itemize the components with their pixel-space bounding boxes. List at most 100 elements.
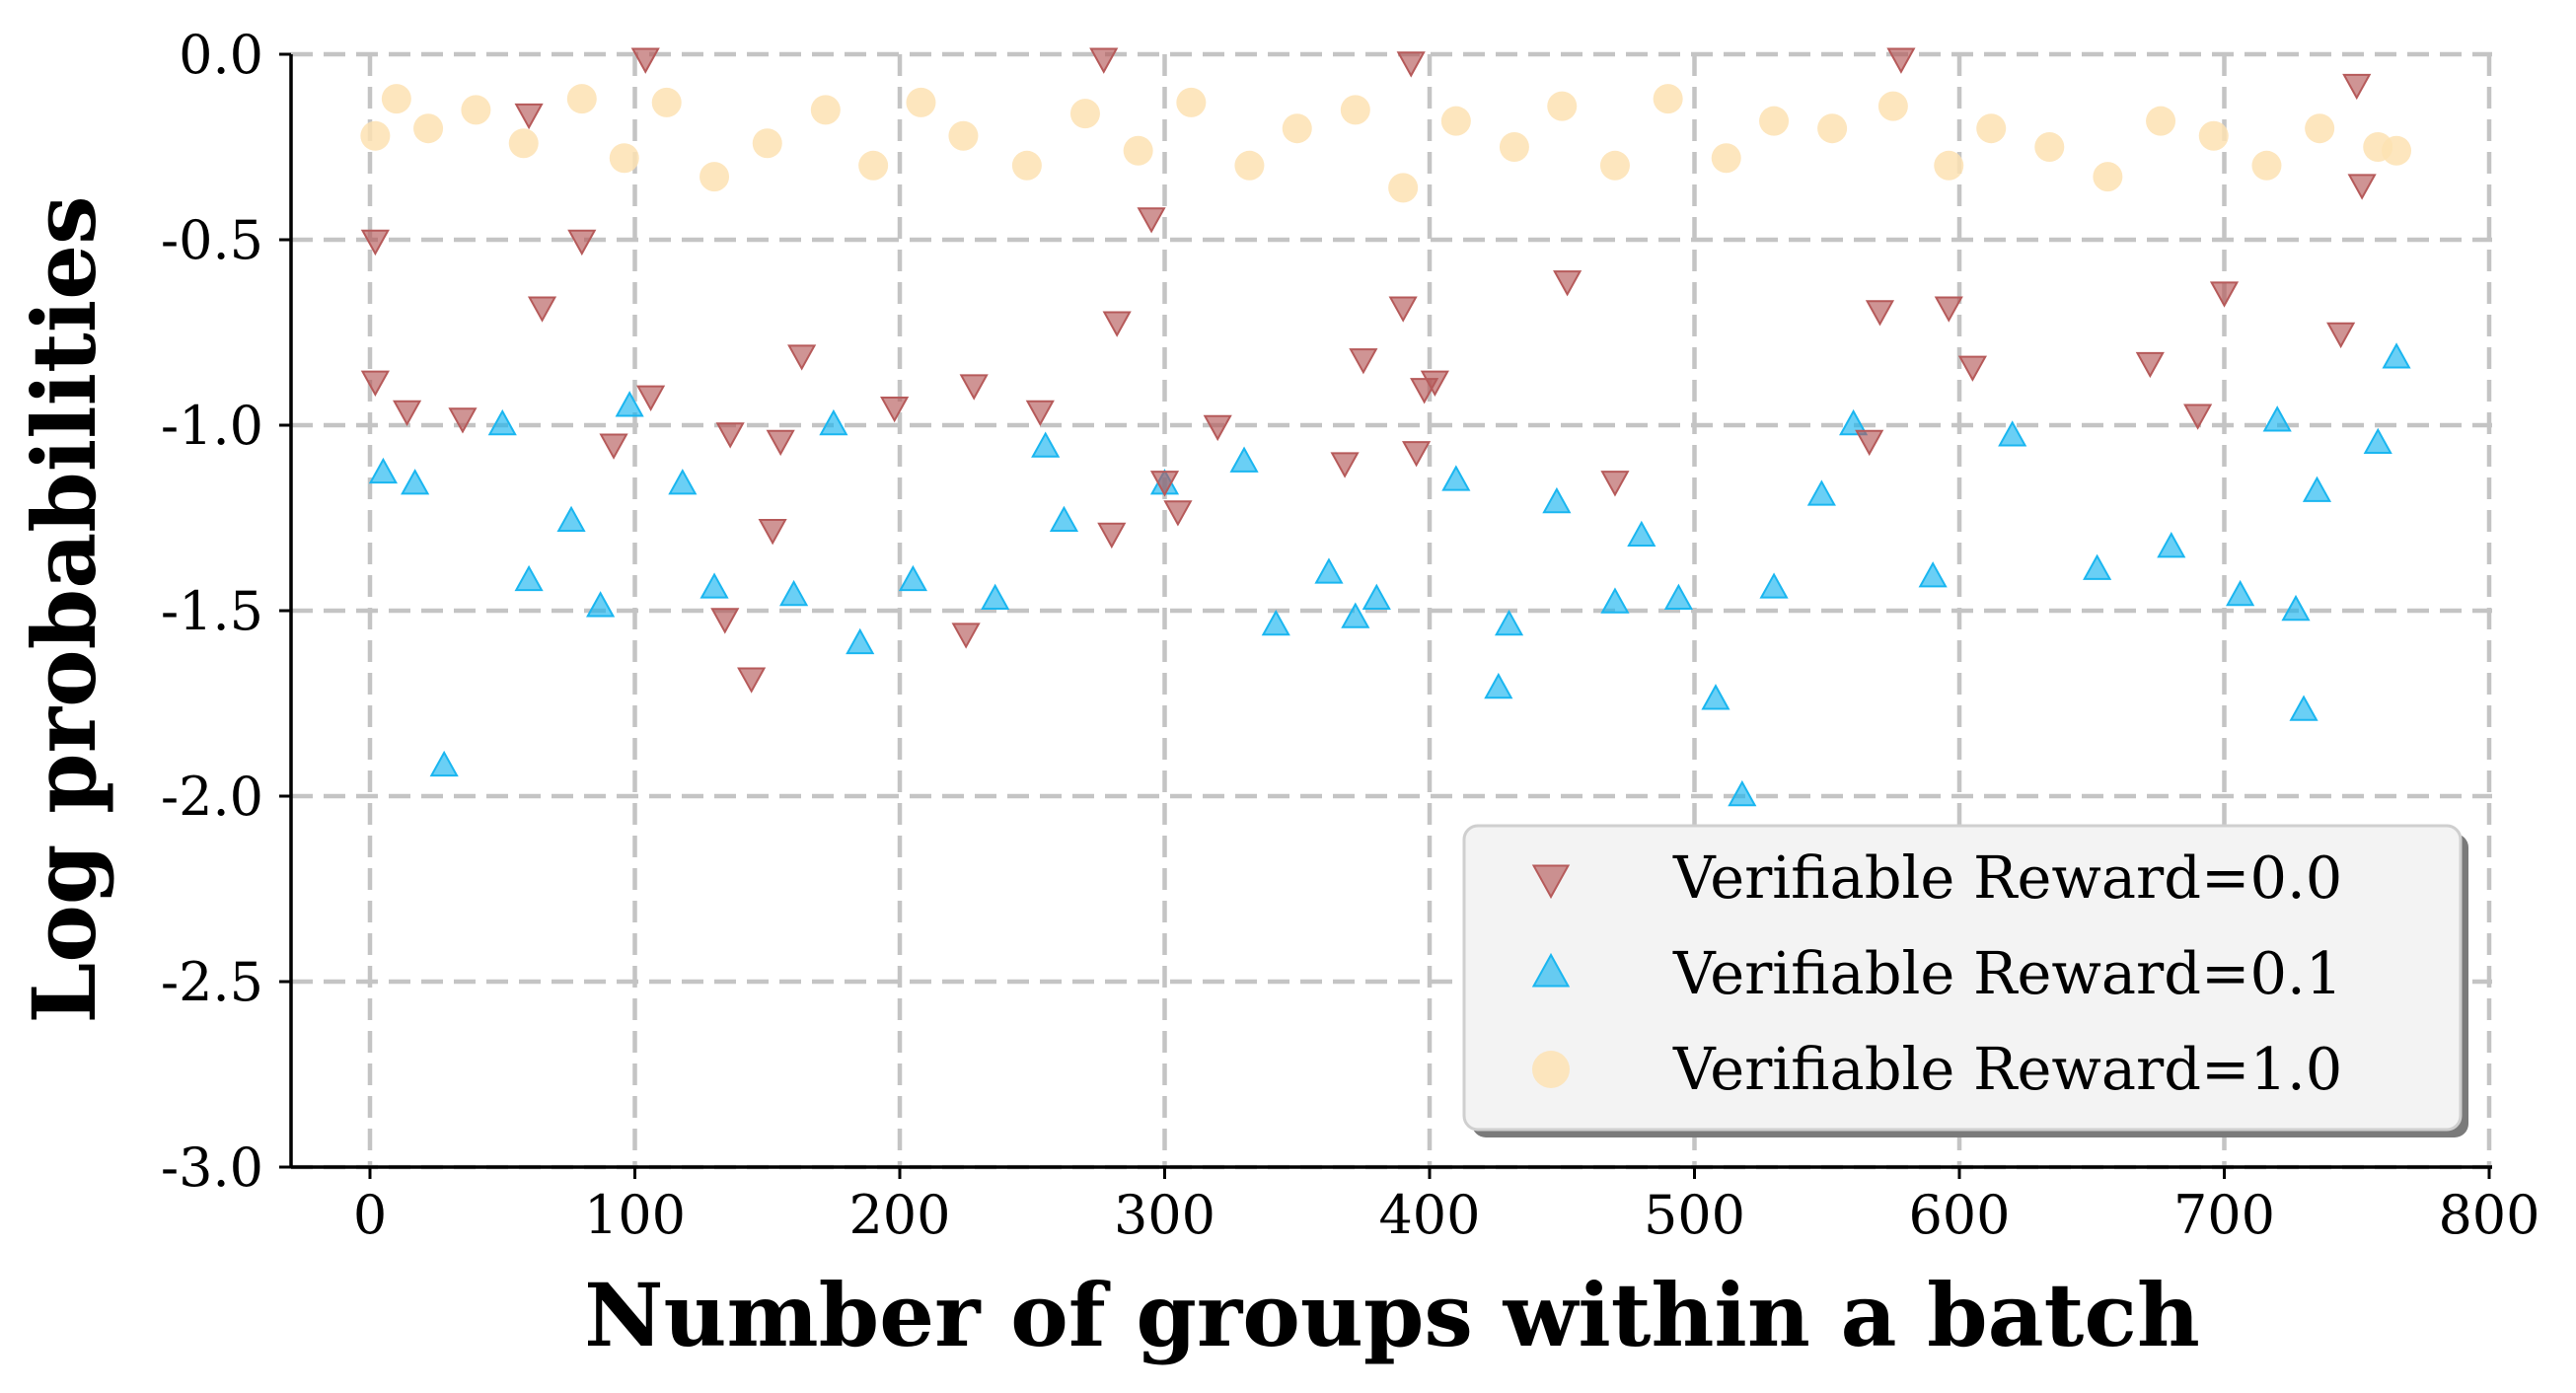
data-point-circle — [1599, 150, 1630, 181]
data-point-triangle — [1542, 486, 1572, 514]
data-point-triangle — [1934, 296, 1963, 323]
data-point-triangle — [1957, 355, 1988, 382]
data-point-triangle — [360, 229, 390, 257]
data-point-circle — [1388, 173, 1419, 203]
data-point-triangle — [1998, 420, 2027, 447]
data-point-triangle — [1025, 400, 1055, 427]
data-point-circle — [609, 143, 639, 174]
data-point-circle — [1759, 106, 1790, 136]
data-point-triangle — [787, 344, 817, 371]
data-point-triangle — [1203, 414, 1232, 442]
data-point-triangle — [567, 229, 597, 257]
data-point-circle — [651, 87, 682, 117]
data-point-circle — [360, 120, 391, 151]
x-tick-label: 600 — [1908, 1184, 2010, 1246]
data-point-triangle — [951, 623, 981, 649]
x-axis-title: Number of groups within a batch — [584, 1264, 2200, 1366]
x-tick-label: 700 — [2173, 1184, 2275, 1246]
data-point-triangle — [959, 374, 989, 401]
legend: Verifiable Reward=0.0 Verifiable Reward=0… — [1462, 824, 2468, 1137]
data-point-triangle — [2363, 427, 2392, 455]
data-point-triangle — [1349, 348, 1378, 375]
data-point-circle — [1976, 113, 2007, 144]
data-point-circle — [2034, 132, 2065, 162]
data-point-triangle — [360, 370, 390, 397]
data-point-triangle — [1396, 51, 1426, 78]
x-tick-label: 200 — [848, 1184, 950, 1246]
y-axis-title: Log probabilities — [13, 195, 115, 1023]
data-point-triangle — [1918, 561, 1948, 588]
data-point-triangle — [898, 564, 928, 592]
data-point-triangle — [758, 519, 787, 546]
data-point-triangle — [1261, 609, 1290, 636]
data-point-circle — [2146, 106, 2176, 136]
data-point-triangle — [1031, 431, 1061, 458]
data-point-triangle — [715, 422, 745, 449]
data-point-triangle — [1097, 522, 1127, 550]
data-point-triangle — [1314, 557, 1344, 584]
data-point-circle — [1547, 91, 1578, 121]
data-point-triangle — [668, 469, 698, 495]
data-point-triangle — [2281, 594, 2311, 622]
data-point-triangle — [1855, 429, 1884, 457]
data-point-triangle — [2326, 322, 2356, 349]
data-point-triangle — [2083, 553, 2112, 580]
legend-marker-0 — [1531, 864, 1571, 900]
data-point-triangle — [1553, 270, 1582, 297]
data-point-triangle — [1886, 47, 1916, 74]
data-point-triangle — [393, 400, 422, 427]
data-point-triangle — [1330, 452, 1360, 478]
x-tick-label: 0 — [353, 1184, 387, 1246]
data-point-circle — [1069, 99, 1100, 129]
legend-label-1: Verifiable Reward=0.1 — [1672, 939, 2342, 1007]
data-point-triangle — [630, 47, 660, 74]
series-0 — [360, 47, 2377, 694]
data-point-triangle — [2262, 405, 2292, 432]
data-point-triangle — [1388, 296, 1418, 323]
data-point-circle — [461, 95, 491, 125]
data-point-triangle — [1362, 583, 1391, 610]
legend-marker-2 — [1532, 1051, 1570, 1088]
data-point-triangle — [1441, 465, 1471, 491]
data-point-triangle — [401, 469, 430, 495]
data-point-circle — [699, 162, 730, 192]
data-point-triangle — [779, 579, 809, 607]
data-point-circle — [1934, 150, 1964, 181]
data-point-triangle — [636, 385, 666, 411]
y-tick-label: -2.0 — [161, 766, 263, 828]
data-point-triangle — [2289, 695, 2318, 721]
data-point-triangle — [1627, 520, 1656, 548]
data-points — [360, 47, 2412, 807]
data-point-circle — [1711, 143, 1741, 174]
data-point-triangle — [1663, 583, 1693, 610]
data-point-triangle — [2209, 281, 2240, 308]
data-point-triangle — [368, 457, 399, 484]
data-point-triangle — [2347, 174, 2377, 200]
y-tick-label: -1.0 — [161, 395, 263, 457]
data-point-triangle — [1089, 47, 1119, 74]
data-point-circle — [1282, 113, 1312, 144]
x-tick-label: 300 — [1114, 1184, 1215, 1246]
data-point-circle — [2251, 150, 2282, 181]
x-tick-label: 400 — [1378, 1184, 1480, 1246]
data-point-triangle — [1149, 471, 1180, 497]
y-tick-label: -3.0 — [161, 1136, 263, 1199]
data-point-triangle — [2135, 351, 2165, 379]
y-tick-label: -0.5 — [161, 209, 263, 271]
data-point-circle — [858, 150, 889, 181]
x-tick-label: 500 — [1644, 1184, 1745, 1246]
data-point-triangle — [2382, 342, 2411, 369]
data-point-circle — [508, 128, 539, 159]
data-point-circle — [2305, 113, 2335, 144]
data-point-circle — [1817, 113, 1848, 144]
data-point-triangle — [487, 408, 517, 436]
y-tick-label: -2.5 — [161, 951, 263, 1013]
data-point-circle — [752, 128, 782, 159]
data-point-circle — [1123, 135, 1153, 166]
data-point-triangle — [1341, 602, 1370, 628]
data-point-triangle — [1102, 311, 1132, 337]
data-point-triangle — [1229, 446, 1259, 473]
data-point-triangle — [599, 433, 628, 460]
legend-box — [1462, 824, 2463, 1132]
